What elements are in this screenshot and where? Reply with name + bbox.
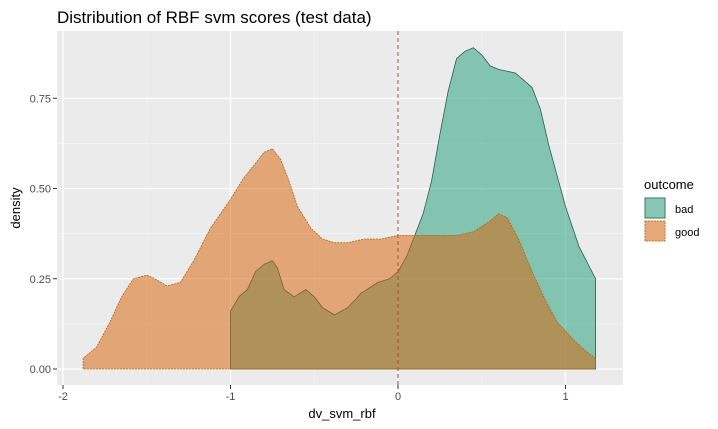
x-tick-label: 0 <box>395 391 401 403</box>
density-areas <box>82 47 596 370</box>
x-tick-label: -2 <box>58 391 68 403</box>
y-tick-label: 0.25 <box>30 274 51 286</box>
x-tick-label: -1 <box>226 391 236 403</box>
legend-item-bad: bad <box>644 197 693 219</box>
x-axis-title: dv_svm_rbf <box>308 406 376 421</box>
legend: outcome bad good <box>644 177 699 242</box>
y-axis-title: density <box>8 187 23 229</box>
x-tick-label: 1 <box>562 391 568 403</box>
legend-swatch-bad <box>644 197 666 219</box>
y-tick-label: 0.50 <box>30 184 51 196</box>
legend-item-good: good <box>644 220 699 242</box>
y-tick-label: 0.00 <box>30 364 51 376</box>
chart-title: Distribution of RBF svm scores (test dat… <box>57 8 372 27</box>
y-tick-label: 0.75 <box>30 93 51 105</box>
density-area-good <box>82 148 596 370</box>
legend-title: outcome <box>644 177 694 192</box>
legend-swatch-good <box>644 220 666 242</box>
x-axis: -2 -1 0 1 <box>58 385 569 403</box>
legend-label-bad: bad <box>675 204 693 216</box>
legend-label-good: good <box>675 227 699 239</box>
y-axis: 0.00 0.25 0.50 0.75 <box>30 93 57 376</box>
